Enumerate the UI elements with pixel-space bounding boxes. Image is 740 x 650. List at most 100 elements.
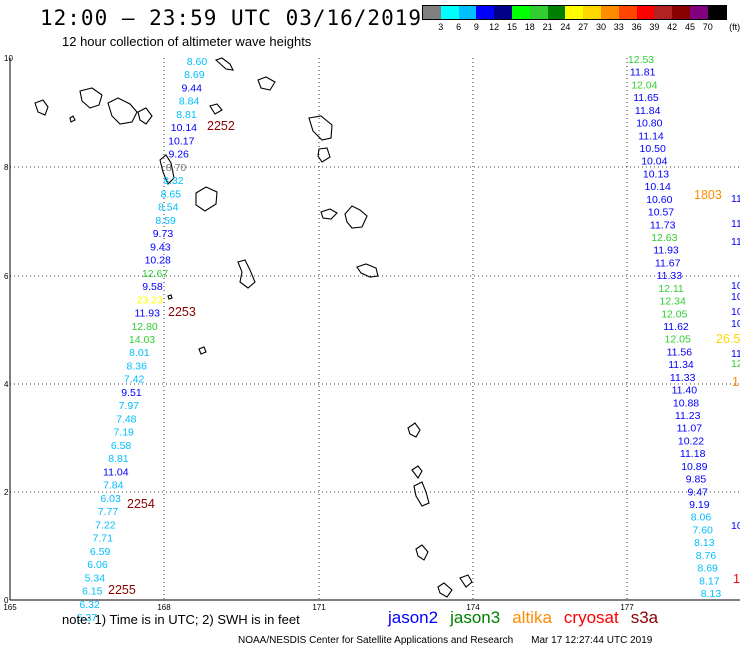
legend-label: 36 — [631, 22, 642, 32]
island-shape — [107, 97, 138, 125]
swh-value-right-track: 8.13 — [701, 588, 722, 600]
swh-value-right-track: 11.33 — [657, 270, 683, 282]
lon-tick-label: 171 — [312, 603, 326, 612]
swh-value-left-track: 7.77 — [98, 506, 119, 518]
swh-value-left-track: 8.81 — [176, 109, 197, 121]
swh-value-right-track: 11.14 — [638, 130, 664, 142]
legend-label: 30 — [595, 22, 607, 32]
pass-time-label: 2252 — [207, 119, 235, 133]
satellite-name: cryosat — [563, 608, 619, 627]
lat-tick-label: 8 — [4, 163, 9, 172]
legend-label: 12 — [489, 22, 500, 32]
swh-value-left-track: 9.58 — [142, 281, 163, 293]
swh-value-right-track: 10.50 — [640, 143, 666, 155]
island-shape — [159, 154, 175, 185]
swh-value-right-track: 12.04 — [631, 79, 657, 91]
partial-edge-label: 1 — [733, 572, 740, 586]
lon-tick-label: 177 — [620, 603, 634, 612]
swh-value-left-track: 8.70 — [166, 162, 187, 174]
legend-swatch — [458, 6, 477, 19]
swh-value-left-track: 6.03 — [100, 493, 121, 505]
swh-value-left-track: 9.26 — [168, 149, 189, 161]
satellite-name: jason2 — [388, 608, 439, 627]
swh-value-left-track: 12.80 — [131, 321, 157, 333]
swh-value-left-track: 8.84 — [179, 96, 200, 108]
swh-value-left-track: 6.06 — [87, 559, 108, 571]
swh-value-left-track: 9.51 — [121, 387, 142, 399]
legend-label: 27 — [578, 22, 589, 32]
swh-value-right-track: 8.17 — [699, 575, 720, 587]
swh-value-right-track: 11.65 — [633, 92, 659, 104]
swh-value-left-track: 6.37 — [77, 612, 98, 624]
swh-value-left-track: 6.32 — [79, 599, 100, 611]
partial-edge-label: 26.5 — [716, 332, 740, 346]
legend-swatch — [654, 6, 673, 19]
island-shape — [413, 481, 430, 507]
island-shape — [415, 544, 429, 561]
legend-label: 70 — [702, 22, 713, 32]
swh-value-left-track: 8.59 — [155, 215, 176, 227]
map-subtitle: 12 hour collection of altimeter wave hei… — [62, 34, 312, 49]
pass-time-label: 2254 — [127, 497, 155, 511]
legend-swatch — [423, 6, 441, 19]
swh-value-left-track: 9.43 — [150, 241, 171, 253]
lon-tick-label: 168 — [157, 603, 171, 612]
satellite-name: jason3 — [450, 608, 501, 627]
swh-value-right-track: 12.05 — [661, 308, 687, 320]
swh-value-left-track: 7.42 — [124, 374, 145, 386]
swh-value-right-track: 10.14 — [645, 181, 671, 193]
swh-value-left-track: 5.34 — [85, 572, 106, 584]
legend-unit: (ft) — [729, 22, 740, 32]
credit-line: NOAA/NESDIS Center for Satellite Applica… — [238, 635, 652, 646]
swh-value-right-track: 10.60 — [646, 194, 672, 206]
pass-time-label: 1803 — [694, 188, 722, 202]
swh-value-left-track: 8.81 — [108, 453, 129, 465]
island-shape — [209, 103, 223, 115]
island-shape — [407, 422, 421, 438]
swh-value-left-track: 8.36 — [127, 360, 148, 372]
swh-value-left-track: 7.22 — [95, 519, 116, 531]
swh-value-left-track: 7.19 — [113, 427, 134, 439]
swh-value-right-track: 11.34 — [668, 359, 694, 371]
generated-timestamp: Mar 17 12:27:44 UTC 2019 — [531, 635, 653, 646]
swh-value-left-track: 6.59 — [90, 546, 111, 558]
legend-swatch — [476, 6, 495, 19]
swh-value-right-track: 12.05 — [665, 334, 691, 346]
island-shape — [308, 115, 333, 141]
pass-time-label: 2255 — [108, 583, 136, 597]
legend-swatch — [494, 6, 512, 19]
swh-value-left-track: 14.03 — [129, 334, 155, 346]
swh-value-left-track: 6.15 — [82, 586, 103, 598]
swh-value-right-track: 11.93 — [653, 245, 679, 257]
islands — [34, 57, 473, 598]
legend-label: 3 — [438, 22, 444, 32]
credit-text: NOAA/NESDIS Center for Satellite Applica… — [238, 635, 514, 646]
swh-value-right-track: 9.19 — [689, 499, 710, 511]
swh-value-right-track: 10.89 — [681, 461, 707, 473]
legend-label: 18 — [524, 22, 535, 32]
swh-value-right-track: 11.33 — [670, 372, 696, 384]
swh-value-edge: 10. — [731, 291, 740, 303]
legend-label: 24 — [560, 22, 571, 32]
pass-time-label: 2253 — [168, 305, 196, 319]
swh-value-right-track: 12.53 — [628, 54, 654, 66]
pass-timestamps: 2252 2253 2254 2255 1803 26.5 11 — [108, 119, 740, 597]
swh-value-right-track: 11.62 — [663, 321, 689, 333]
lon-tick-label: 165 — [3, 603, 17, 612]
island-shape — [195, 186, 218, 212]
swh-value-right-track: 8.13 — [694, 537, 715, 549]
swh-value-left-track: 8.60 — [187, 56, 208, 68]
swh-value-edge: 11 — [731, 193, 740, 205]
swh-value-edge: 10. — [731, 520, 740, 532]
swh-value-right-track: 12.63 — [651, 232, 677, 244]
swh-value-right-track: 11.18 — [680, 448, 706, 460]
legend-swatch — [565, 6, 584, 19]
legend-label: 9 — [473, 22, 479, 32]
swh-value-left-track: 12.67 — [142, 268, 168, 280]
swh-value-left-track: 10.14 — [171, 122, 197, 134]
legend-swatch — [440, 6, 459, 19]
legend-swatch — [547, 6, 566, 19]
legend-label: 42 — [667, 22, 678, 32]
island-shape — [344, 205, 368, 229]
